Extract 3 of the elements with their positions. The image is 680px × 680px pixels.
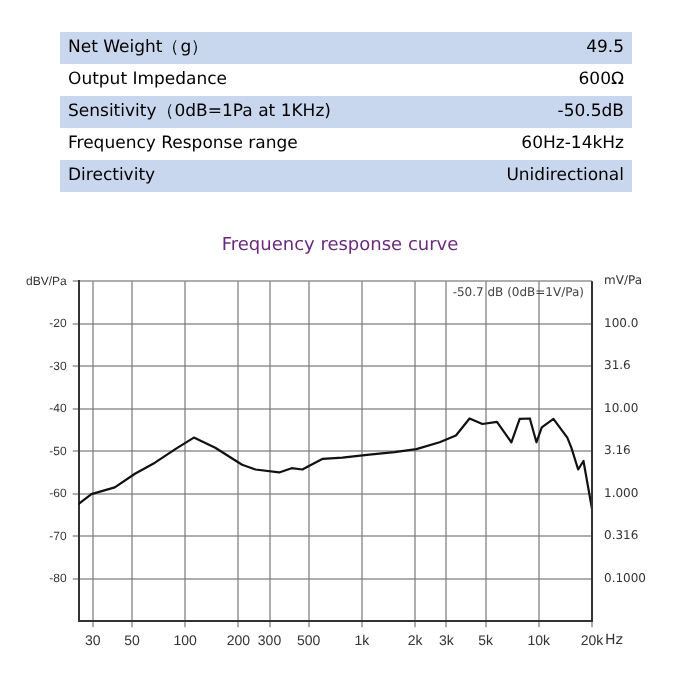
table-row: Output Impedance 600Ω [60, 64, 632, 96]
table-row: Frequency Response range 60Hz-14kHz [60, 128, 632, 160]
chart-title: Frequency response curve [219, 236, 461, 256]
